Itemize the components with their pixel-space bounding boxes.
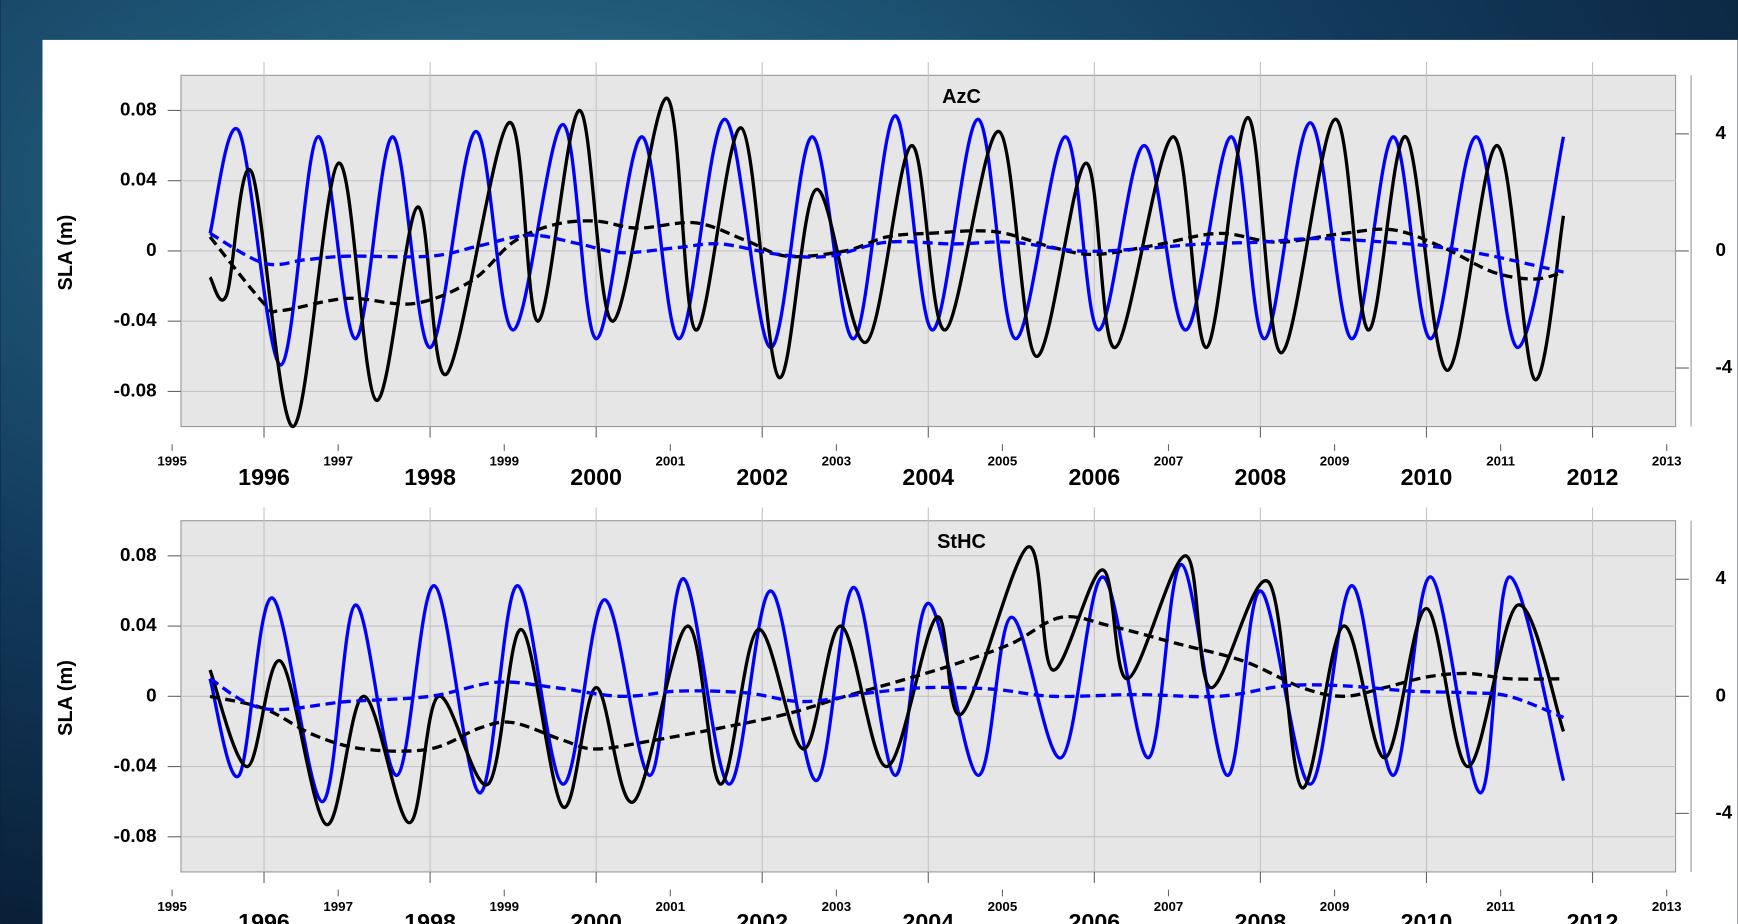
x2-tick-label: 2011 [1486,899,1515,914]
x-tick-label: 2004 [902,464,954,490]
y-tick-label: 0.04 [120,614,157,635]
x-tick-label: 2010 [1401,464,1453,490]
x2-tick-label: 2013 [1652,899,1682,914]
x-tick-label: 2008 [1235,464,1287,490]
y-tick-label: 0 [146,239,156,260]
y2-tick-label: 4 [1715,122,1726,143]
x-tick-label: 1998 [404,909,456,924]
x2-tick-label: 1997 [323,454,353,469]
y-tick-label: 0.08 [120,98,157,119]
page: {"chart_data": [ {"type": "line", "title… [0,0,1738,924]
x-tick-label: 2002 [736,909,788,924]
x-tick-label: 1996 [238,464,290,490]
y-tick-label: 0.08 [120,544,157,565]
y-tick-label: -0.08 [114,379,157,400]
x-tick-label: 2000 [570,909,622,924]
x-tick-label: 2008 [1235,909,1287,924]
x2-tick-label: 1995 [157,454,187,469]
y2-tick-label: 4 [1715,567,1726,588]
x-tick-label: 2004 [902,909,954,924]
y-axis-label: SLA (m) [55,660,77,736]
y-axis-label: SLA (m) [55,215,77,291]
x2-tick-label: 2005 [988,899,1018,914]
x2-tick-label: 1995 [157,899,187,914]
y-tick-label: -0.04 [114,755,157,776]
x2-tick-label: 2001 [656,899,686,914]
x-tick-label: 1996 [238,909,290,924]
x2-tick-label: 2013 [1652,454,1682,469]
y-tick-label: 0.04 [120,169,157,190]
y-tick-label: 0 [146,684,156,705]
chart-title: AzC [942,86,981,108]
x2-tick-label: 2001 [656,454,686,469]
y2-tick-label: -4 [1715,356,1732,377]
figure: -0.08 -0.04 0 0.04 0.08 1996 1998 2000 2002 2004 2… [0,0,1738,924]
y2-tick-label: 0 [1715,239,1725,260]
x2-tick-label: 2007 [1154,899,1184,914]
x2-tick-label: 2003 [822,454,852,469]
x2-tick-label: 2005 [988,454,1018,469]
x-tick-label: 1998 [404,464,456,490]
y2-tick-label: 0 [1715,684,1725,705]
x-tick-label: 2006 [1068,464,1120,490]
x2-tick-label: 2011 [1486,454,1515,469]
x-tick-label: 2000 [570,464,622,490]
y-tick-label: -0.04 [114,309,157,330]
x2-tick-label: 1999 [489,454,519,469]
x2-tick-label: 2009 [1320,454,1350,469]
x2-tick-label: 2003 [822,899,852,914]
chart-title: StHC [937,531,986,553]
x2-tick-label: 2009 [1320,899,1350,914]
x-tick-label: 2006 [1068,909,1120,924]
x-tick-label: 2012 [1567,464,1619,490]
x2-tick-label: 1997 [323,899,353,914]
y-tick-label: -0.08 [114,825,157,846]
x2-tick-label: 1999 [489,899,519,914]
x2-tick-label: 2007 [1154,454,1184,469]
x-tick-label: 2002 [736,464,788,490]
x-tick-label: 2010 [1401,909,1453,924]
x-tick-label: 2012 [1567,909,1619,924]
y2-tick-label: -4 [1715,801,1732,822]
